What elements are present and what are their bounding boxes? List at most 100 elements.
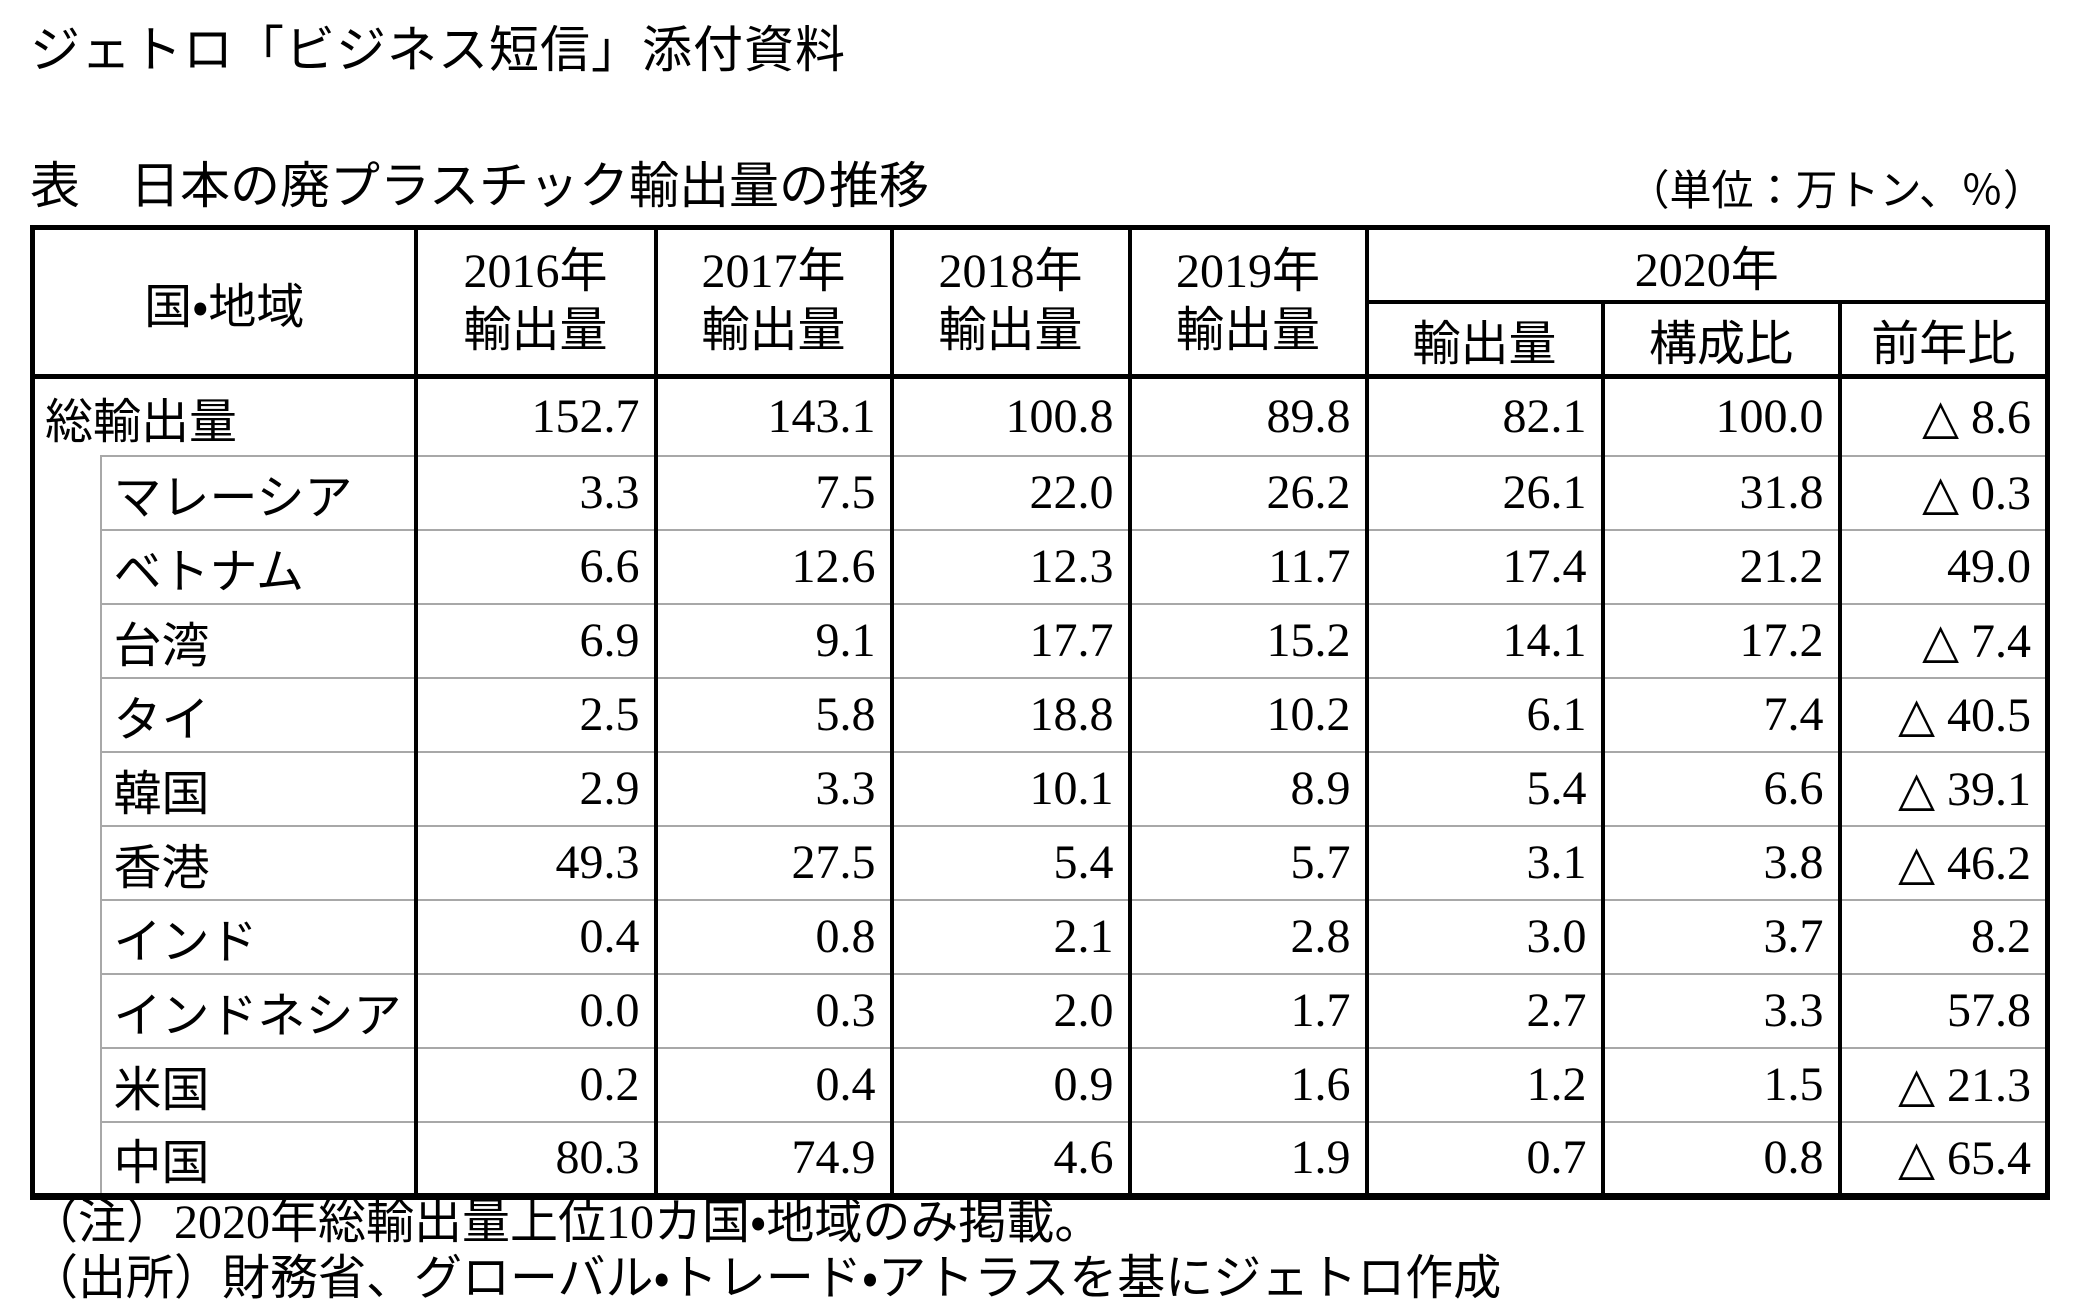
value-cell: 21.2 [1600,528,1840,604]
row-label-country: インドネシア [99,972,416,1048]
table-row: タイ 2.5 5.8 18.8 10.2 6.1 7.4 △ 40.5 [33,676,2048,752]
row-label-country: ベトナム [99,528,416,604]
value-cell: 31.8 [1600,454,1840,530]
row-indent-spacer [33,752,101,826]
value-cell: 0.9 [889,1046,1130,1122]
value-cell: 10.2 [1127,676,1367,752]
value-cell: 7.4 [1600,676,1840,752]
value-cell: 57.8 [1837,972,2048,1048]
value-cell: 2.8 [1127,898,1367,974]
row-label-country: 米国 [99,1046,416,1122]
value-cell: 1.7 [1127,972,1367,1048]
row-label-country: インド [99,898,416,974]
value-cell: △ 8.6 [1837,374,2048,456]
row-label-country: マレーシア [99,454,416,530]
value-cell: 49.0 [1837,528,2048,604]
value-cell: 5.4 [1364,750,1603,826]
value-cell: 3.1 [1364,824,1603,900]
value-cell: 0.4 [653,1046,892,1122]
col-header-2016: 2016年 輸出量 [413,225,658,379]
value-cell: 5.7 [1127,824,1367,900]
row-indent-spacer [33,826,101,900]
value-cell: 26.2 [1127,454,1367,530]
value-cell: 1.2 [1364,1046,1603,1122]
value-cell: 3.3 [653,750,892,826]
value-cell: 9.1 [653,602,892,678]
header-row-2: 輸出量 構成比 前年比 [33,300,2050,379]
value-cell: △ 40.5 [1837,676,2048,752]
value-cell: 1.6 [1127,1046,1367,1122]
col-header-2019-year: 2019年 [1176,245,1321,299]
value-cell: 0.4 [413,898,656,974]
value-cell: 14.1 [1364,602,1603,678]
value-cell: 15.2 [1127,602,1367,678]
value-cell: 100.8 [889,374,1130,456]
value-cell: 6.6 [1600,750,1840,826]
value-cell: 3.7 [1600,898,1840,974]
table-row: 台湾 6.9 9.1 17.7 15.2 14.1 17.2 △ 7.4 [33,602,2048,678]
col-header-2020-share: 構成比 [1600,300,1842,379]
note-source-caveat: （注）2020年総輸出量上位10カ国・地域のみ掲載。 [30,1196,1103,1249]
table-header: 国・地域 2016年 輸出量 2017年 輸出量 2018年 輸出量 2019年… [30,225,2050,379]
value-cell: 3.8 [1600,824,1840,900]
row-indent-spacer [33,604,101,678]
table-row: 香港 49.3 27.5 5.4 5.7 3.1 3.8 △ 46.2 [33,824,2048,900]
note-source-attribution: （出所）財務省、グローバル・トレード・アトラスを基にジェトロ作成 [30,1252,1502,1305]
table-row: 韓国 2.9 3.3 10.1 8.9 5.4 6.6 △ 39.1 [33,750,2048,826]
value-cell: 12.6 [653,528,892,604]
value-cell: 2.1 [889,898,1130,974]
col-header-2018-year: 2018年 [938,245,1083,299]
value-cell: △ 39.1 [1837,750,2048,826]
value-cell: 0.8 [653,898,892,974]
row-label-total: 総輸出量 [32,374,416,456]
value-cell: 143.1 [653,374,892,456]
col-header-2017-year: 2017年 [701,245,846,299]
col-header-2020-yoy: 前年比 [1837,300,2050,379]
document-header-text: ジェトロ「ビジネス短信」添付資料 [30,22,846,78]
value-cell: △ 0.3 [1837,454,2048,530]
value-cell: △ 7.4 [1837,602,2048,678]
value-cell: 80.3 [413,1120,656,1196]
value-cell: 18.8 [889,676,1130,752]
value-cell: 12.3 [889,528,1130,604]
table-row: 中国 80.3 74.9 4.6 1.9 0.7 0.8 △ 65.4 [33,1120,2048,1196]
value-cell: 17.4 [1364,528,1603,604]
row-label-country: タイ [99,676,416,752]
value-cell: 8.9 [1127,750,1367,826]
value-cell: 82.1 [1364,374,1603,456]
row-indent-spacer [33,456,101,530]
col-header-2016-year: 2016年 [463,245,608,299]
col-header-2020-export: 輸出量 [1364,300,1605,379]
row-label-country: 中国 [99,1120,416,1196]
value-cell: 27.5 [653,824,892,900]
value-cell: 0.3 [653,972,892,1048]
col-header-2018: 2018年 輸出量 [889,225,1132,379]
value-cell: 17.7 [889,602,1130,678]
value-cell: 3.3 [1600,972,1840,1048]
value-cell: 6.9 [413,602,656,678]
value-cell: △ 21.3 [1837,1046,2048,1122]
table-row: インドネシア 0.0 0.3 2.0 1.7 2.7 3.3 57.8 [33,972,2048,1048]
export-volume-table: 国・地域 2016年 輸出量 2017年 輸出量 2018年 輸出量 2019年… [30,225,2051,1200]
table-title-row: 表 日本の廃プラスチック輸出量の推移 （単位：万トン、％） [30,152,2045,218]
value-cell: 22.0 [889,454,1130,530]
row-label-country: 韓国 [99,750,416,826]
value-cell: 6.1 [1364,676,1603,752]
value-cell: 2.0 [889,972,1130,1048]
table-row: 総輸出量 152.7 143.1 100.8 89.8 82.1 100.0 △ 8.6 [32,374,2048,456]
value-cell: 3.3 [413,454,656,530]
value-cell: △ 46.2 [1837,824,2048,900]
table-title: 表 日本の廃プラスチック輸出量の推移 [30,158,929,214]
row-indent-spacer [33,1048,101,1122]
value-cell: 10.1 [889,750,1130,826]
value-cell: 0.7 [1364,1120,1603,1196]
table-body: 総輸出量 152.7 143.1 100.8 89.8 82.1 100.0 △ 8.6 マレー… [32,374,2048,1196]
value-cell: 2.9 [413,750,656,826]
value-cell: 3.0 [1364,898,1603,974]
value-cell: 7.5 [653,454,892,530]
value-cell: △ 65.4 [1837,1120,2048,1196]
col-header-2016-label: 輸出量 [463,304,608,357]
col-header-2020-group: 2020年 [1364,225,2050,304]
col-header-2018-label: 輸出量 [938,304,1083,357]
